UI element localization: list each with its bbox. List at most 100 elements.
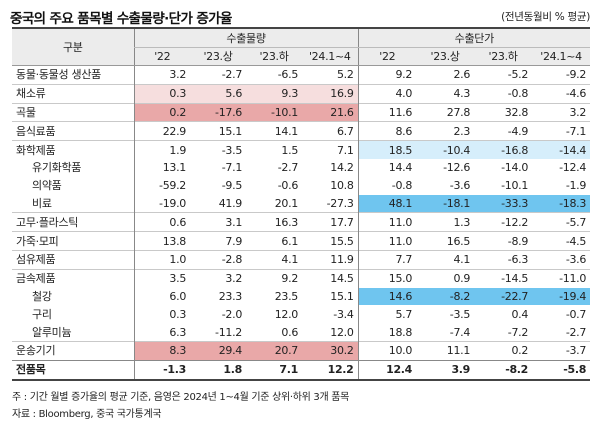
price-cell: 0.4	[511, 307, 529, 321]
row-label: 섬유제품	[12, 249, 135, 270]
price-cell: 11.1	[416, 340, 475, 361]
price-cell: -10.4	[416, 140, 475, 159]
volume-cell: 9.2	[246, 268, 303, 288]
volume-cell: 9.3	[246, 83, 303, 104]
volume-cell: 6.7	[302, 121, 359, 141]
price-cell: -8.2	[416, 287, 475, 306]
row-label: 곡물	[12, 102, 135, 122]
header-period: '22	[357, 47, 417, 66]
price-cell: -19.4	[532, 287, 591, 306]
volume-cell: 0.2	[133, 102, 191, 122]
volume-cell: 20.1	[274, 196, 299, 210]
price-cell: 9.2	[357, 65, 417, 85]
row-label: 전품목	[12, 359, 135, 381]
table-row: 음식료품 22.9 15.1 14.1 6.7 8.6 2.3 -4.9 -7.1	[12, 121, 591, 141]
price-cell: 2.6	[453, 68, 471, 82]
volume-cell: 13.1	[133, 158, 191, 177]
price-cell: 18.5	[357, 140, 417, 159]
volume-cell: 20.7	[246, 340, 303, 361]
header-price-group: 수출단가	[357, 28, 591, 48]
volume-cell: 5.2	[336, 68, 354, 82]
volume-cell: 1.9	[133, 140, 191, 159]
volume-cell: 3.5	[133, 268, 191, 288]
volume-cell: 29.4	[190, 340, 247, 361]
table-row: 유기화학품 13.1 -7.1 -2.7 14.2 14.4 -12.6 -14.0 -12.4	[12, 158, 590, 177]
volume-cell: 6.3	[133, 323, 191, 342]
table-row: 곡물 0.2 -17.6 -10.1 21.6 11.6 27.8 32.8 3.2	[12, 102, 591, 122]
volume-cell: 15.5	[302, 231, 359, 251]
price-cell: 1.3	[416, 212, 475, 232]
volume-cell: -2.8	[190, 249, 247, 270]
price-cell: -12.4	[559, 161, 587, 175]
price-cell: 32.8	[474, 102, 533, 122]
volume-cell: 7.1	[246, 359, 303, 381]
volume-cell: 0.6	[133, 212, 191, 232]
price-cell: -5.8	[532, 359, 591, 381]
row-label: 가죽·모피	[12, 231, 135, 251]
volume-cell: 14.2	[330, 161, 354, 175]
volume-cell: 11.9	[302, 249, 359, 270]
volume-cell: 23.3	[218, 289, 243, 303]
row-label: 음식료품	[12, 121, 135, 141]
row-label: 운송기기	[12, 340, 135, 361]
price-cell: -0.8	[474, 83, 533, 104]
volume-cell: 4.1	[246, 249, 303, 270]
volume-cell: -7.1	[221, 161, 243, 175]
price-cell: 4.0	[357, 83, 417, 104]
price-cell: -8.2	[474, 359, 533, 381]
table-row: 의약품 -59.2 -9.5 -0.6 10.8 -0.8 -3.6 -10.1 -1.9	[12, 176, 590, 195]
volume-cell: 12.0	[330, 325, 354, 339]
price-cell: 16.5	[416, 231, 475, 251]
price-cell: 11.0	[357, 212, 417, 232]
volume-cell: 1.5	[246, 140, 303, 159]
price-cell: -5.7	[532, 212, 591, 232]
price-cell: 10.0	[357, 340, 417, 361]
header-period: '23.상	[416, 47, 475, 66]
volume-cell: 12.2	[302, 359, 359, 381]
table-total-row: 전품목 -1.3 1.8 7.1 12.2 12.4 3.9 -8.2 -5.8	[12, 359, 591, 381]
volume-cell: 3.2	[190, 268, 247, 288]
price-cell: 8.6	[357, 121, 417, 141]
volume-cell: 0.6	[281, 325, 299, 339]
volume-cell: 17.7	[302, 212, 359, 232]
volume-cell: -27.3	[326, 196, 354, 210]
price-cell: -22.7	[474, 287, 533, 306]
price-cell: -12.6	[443, 161, 471, 175]
price-cell: 15.0	[357, 268, 417, 288]
table-row: 운송기기 8.3 29.4 20.7 30.2 10.0 11.1 0.2 -3.7	[12, 340, 591, 361]
row-label: 금속제품	[12, 268, 135, 288]
header-gubun: 구분	[12, 28, 135, 66]
volume-cell: 16.3	[246, 212, 303, 232]
header-period: '23.상	[190, 47, 247, 66]
volume-cell: -0.6	[277, 179, 299, 193]
price-cell: 0.9	[416, 268, 475, 288]
price-cell: 7.7	[357, 249, 417, 270]
price-cell: -3.5	[449, 307, 471, 321]
volume-cell: 8.3	[133, 340, 191, 361]
volume-cell: 41.9	[218, 196, 243, 210]
volume-cell: 5.6	[190, 83, 247, 104]
volume-cell: 14.5	[302, 268, 359, 288]
volume-cell: 14.1	[246, 121, 303, 141]
table-row: 구리 0.3 -2.0 12.0 -3.4 5.7 -3.5 0.4 -0.7	[12, 305, 590, 324]
price-cell: -14.5	[474, 268, 533, 288]
volume-cell: -9.5	[221, 179, 243, 193]
price-cell: -2.7	[565, 325, 587, 339]
row-label: 의약품	[32, 179, 62, 193]
volume-cell: 13.8	[133, 231, 191, 251]
volume-cell: -6.5	[277, 68, 299, 82]
source-note: 자료 : Bloomberg, 중국 국가통계국	[12, 409, 162, 420]
table-row: 동물·동물성 생산품 3.2 -2.7 -6.5 5.2 9.2 2.6 -5.2 -9.2	[12, 65, 590, 85]
price-cell: -8.9	[474, 231, 533, 251]
price-cell: -0.7	[565, 307, 587, 321]
price-cell: -7.4	[449, 325, 471, 339]
volume-cell: 16.9	[302, 83, 359, 104]
row-label: 비료	[32, 196, 52, 210]
volume-cell: 7.9	[190, 231, 247, 251]
volume-cell: 1.0	[133, 249, 191, 270]
volume-cell: 23.5	[274, 289, 299, 303]
indent-spacer	[12, 288, 24, 306]
table-row: 가죽·모피 13.8 7.9 6.1 15.5 11.0 16.5 -8.9 -4.5	[12, 231, 591, 251]
price-cell: -0.8	[357, 176, 417, 195]
volume-cell: -1.3	[133, 359, 191, 381]
